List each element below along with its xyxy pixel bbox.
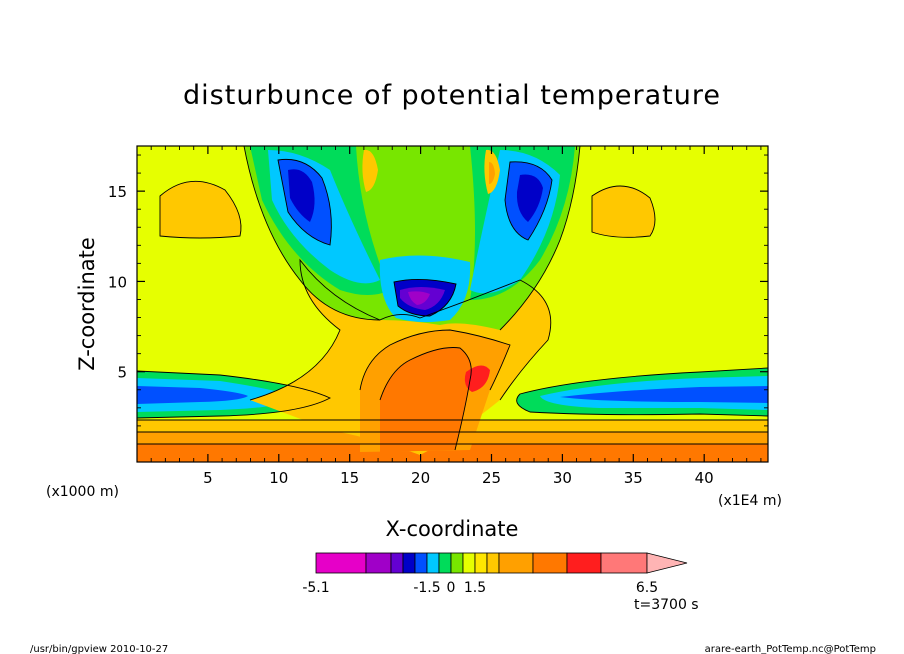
time-label: t=3700 s xyxy=(634,597,699,613)
left-lobe-deep xyxy=(288,169,315,222)
colorbar-labels: -5.1 -1.5 0 1.5 6.5 xyxy=(302,580,658,596)
colorbar-swatch xyxy=(450,552,464,574)
colorbar-label: -1.5 xyxy=(413,580,440,596)
colorbar-label: -5.1 xyxy=(302,580,329,596)
colorbar-swatch xyxy=(486,552,500,574)
colorbar-swatch xyxy=(566,552,602,574)
y-axis: 5 10 15 xyxy=(108,154,768,445)
streak-right-core xyxy=(489,162,495,184)
x-axis-label: X-coordinate xyxy=(386,517,519,541)
colorbar-label: 6.5 xyxy=(636,580,658,596)
x-tick-label: 20 xyxy=(411,469,430,487)
y-axis-label: Z-coordinate xyxy=(75,237,99,371)
x-unit-right: (x1E4 m) xyxy=(718,493,782,509)
y-tick-label: 5 xyxy=(117,364,127,382)
colorbar-label: 1.5 xyxy=(464,580,486,596)
x-tick-label: 10 xyxy=(269,469,288,487)
colorbar-swatch xyxy=(390,552,404,574)
colorbar-arrow xyxy=(646,552,688,574)
plot-frame xyxy=(136,145,769,463)
streak-left xyxy=(362,149,378,192)
right-tongue-blue xyxy=(560,386,768,403)
right-lobe-deep xyxy=(516,174,543,222)
x-tick-label: 35 xyxy=(624,469,643,487)
contour-plot xyxy=(137,146,768,462)
colorbar-swatch xyxy=(365,552,392,574)
colorbar-swatch xyxy=(414,552,428,574)
x-tick-label: 15 xyxy=(340,469,359,487)
x-tick-label: 40 xyxy=(695,469,714,487)
y-tick-label: 10 xyxy=(108,273,127,291)
colorbar-swatch xyxy=(315,552,367,574)
colorbar xyxy=(315,552,688,574)
x-tick-label: 25 xyxy=(482,469,501,487)
colorbar-swatch xyxy=(462,552,476,574)
cap-magenta xyxy=(408,291,430,305)
colorbar-swatch xyxy=(426,552,440,574)
x-axis: 5 10 15 20 25 30 35 40 xyxy=(150,146,762,487)
right-warm-blob xyxy=(592,185,655,238)
x-tick-label: 5 xyxy=(203,469,213,487)
y-tick-label: 15 xyxy=(108,183,127,201)
chart-title: disturbunce of potential temperature xyxy=(183,80,721,111)
colorbar-swatch xyxy=(600,552,648,574)
colorbar-swatch xyxy=(438,552,452,574)
colorbar-swatch xyxy=(474,552,488,574)
surface-band-3 xyxy=(137,444,768,462)
warm-column-core xyxy=(380,347,472,452)
contour-lines xyxy=(137,146,768,451)
footer-right: arare-earth_PotTemp.nc@PotTemp xyxy=(705,644,876,654)
colorbar-swatch xyxy=(402,552,416,574)
colorbar-swatch xyxy=(532,552,568,574)
colorbar-label: 0 xyxy=(447,580,456,596)
left-tongue-blue xyxy=(137,386,248,404)
x-tick-label: 30 xyxy=(553,469,572,487)
footer-left: /usr/bin/gpview 2010-10-27 xyxy=(30,644,168,654)
left-warm-blob xyxy=(160,181,241,238)
colorbar-swatch xyxy=(498,552,534,574)
x-unit-left: (x1000 m) xyxy=(46,484,119,500)
